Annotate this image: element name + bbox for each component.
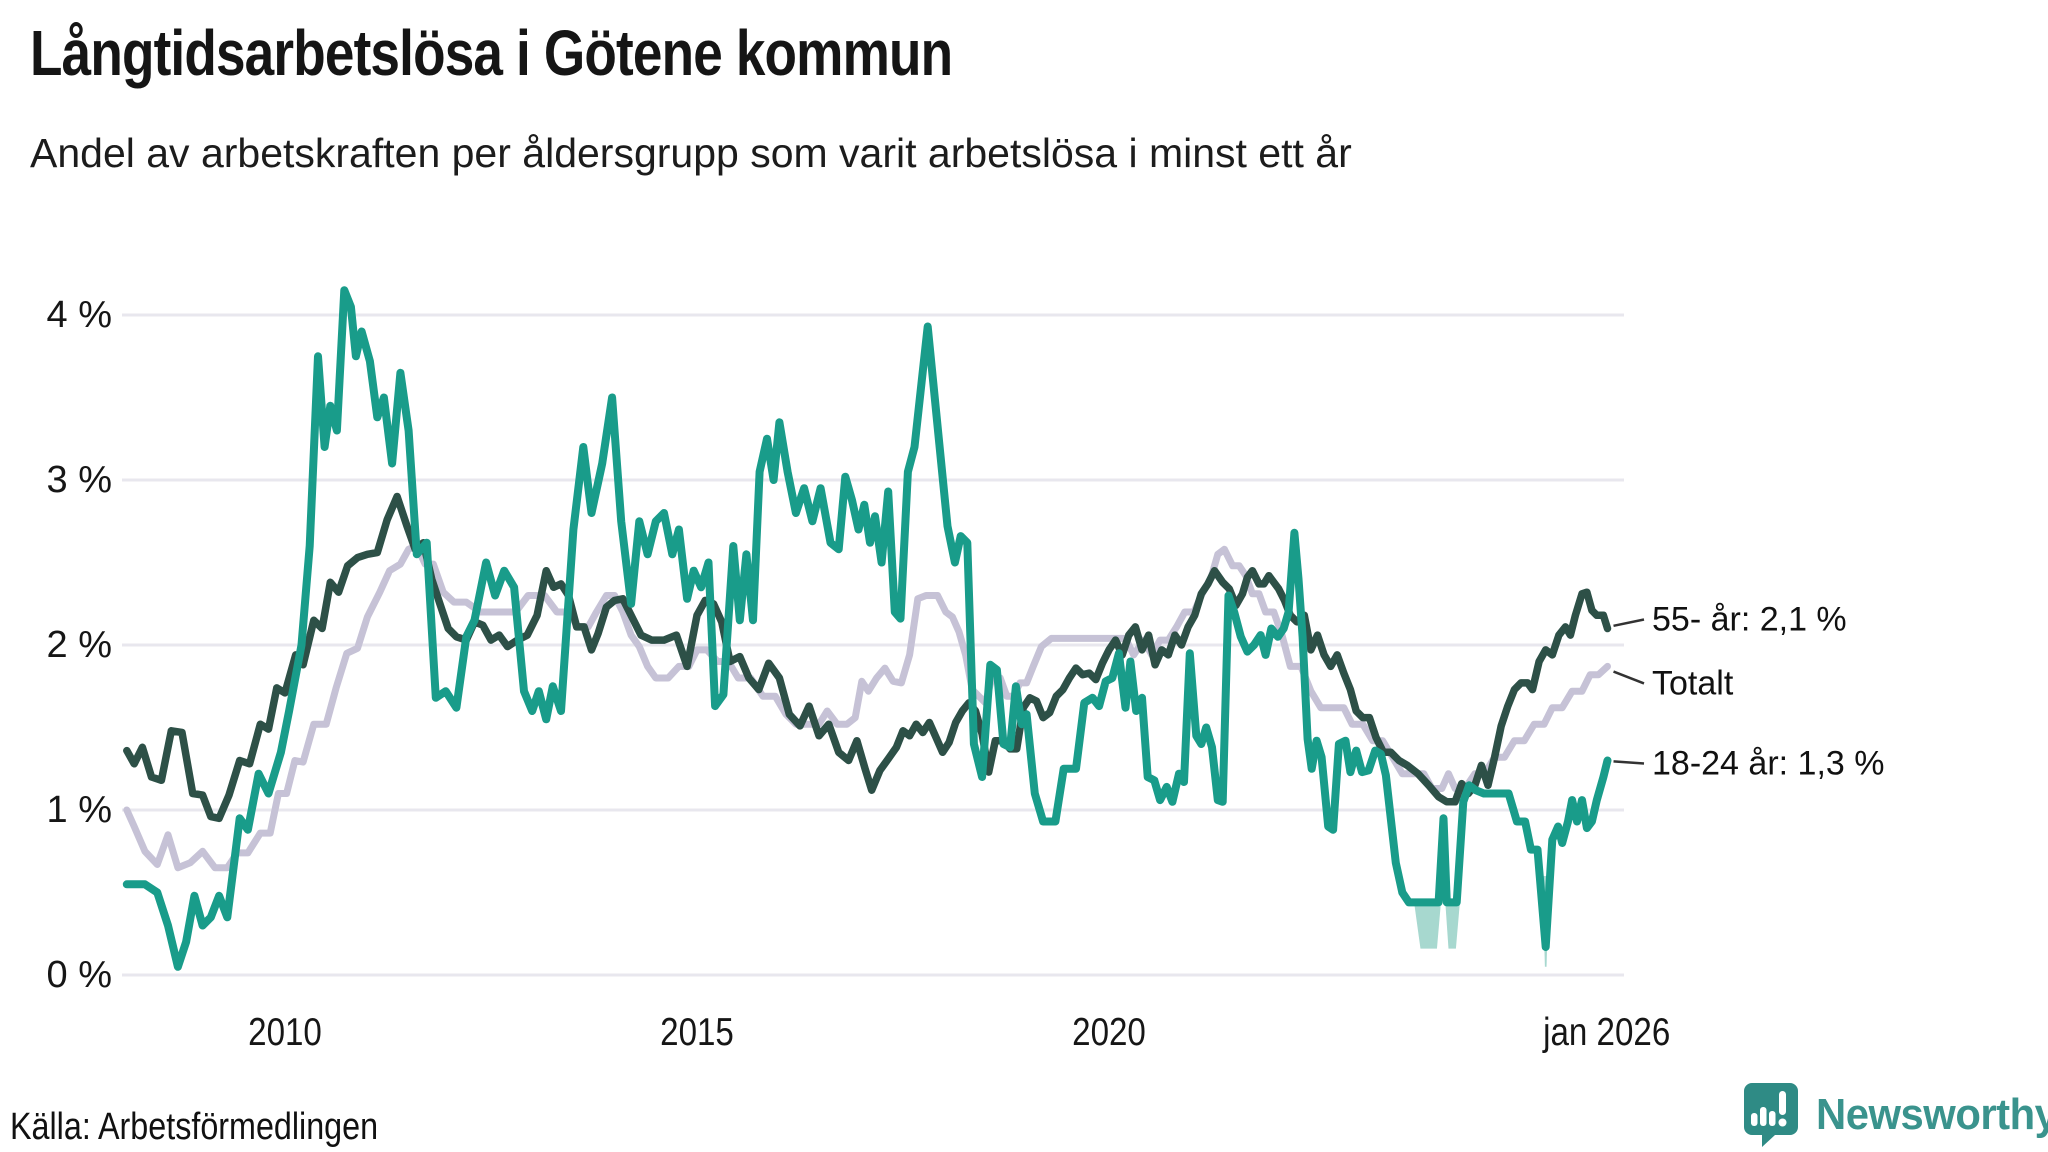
newsworthy-wordmark: Newsworthy — [1816, 1090, 2048, 1139]
label-connector — [1613, 618, 1645, 628]
y-tick-label: 2 % — [47, 624, 112, 666]
chart-svg: 0 % 1 % 2 % 3 % 4 % 2010 2015 2020 jan 2026 Total… — [47, 286, 1884, 1054]
series-end-label: 55- år: 2,1 % — [1652, 601, 1847, 639]
speech-bubble-bar-chart-icon — [1744, 1083, 1798, 1147]
newsworthy-logo: Newsworthy — [1742, 1082, 2048, 1148]
y-tick-label: 1 % — [47, 789, 112, 831]
exclamation-dot — [1778, 1118, 1787, 1127]
series-line-18-24r — [122, 286, 1612, 971]
source-note: Källa: Arbetsförmedlingen — [10, 1106, 379, 1148]
exclamation-bar — [1779, 1091, 1786, 1115]
chart-subtitle: Andel av arbetskraften per åldersgrupp s… — [30, 130, 1352, 176]
uncertainty-wedge — [1413, 900, 1442, 949]
y-tick-label: 0 % — [47, 954, 112, 996]
page-title: Långtidsarbetslösa i Götene kommun — [30, 17, 953, 89]
y-tick-label: 4 % — [47, 294, 112, 336]
x-tick-label: 2015 — [660, 1009, 734, 1053]
x-tick-label: 2010 — [248, 1009, 322, 1053]
x-tick-label: 2020 — [1072, 1009, 1146, 1053]
series-line-Totalt — [123, 542, 1611, 872]
label-connector — [1613, 670, 1645, 685]
uncertainty-wedge — [1445, 900, 1461, 949]
bar-3 — [1769, 1111, 1776, 1126]
series-end-label: Totalt — [1652, 664, 1734, 702]
y-tick-label: 3 % — [47, 459, 112, 501]
x-tick-label: jan 2026 — [1542, 1009, 1670, 1053]
label-connector — [1613, 760, 1645, 765]
bar-1 — [1751, 1113, 1758, 1126]
bar-2 — [1760, 1107, 1767, 1126]
series-end-label: 18-24 år: 1,3 % — [1652, 745, 1884, 783]
